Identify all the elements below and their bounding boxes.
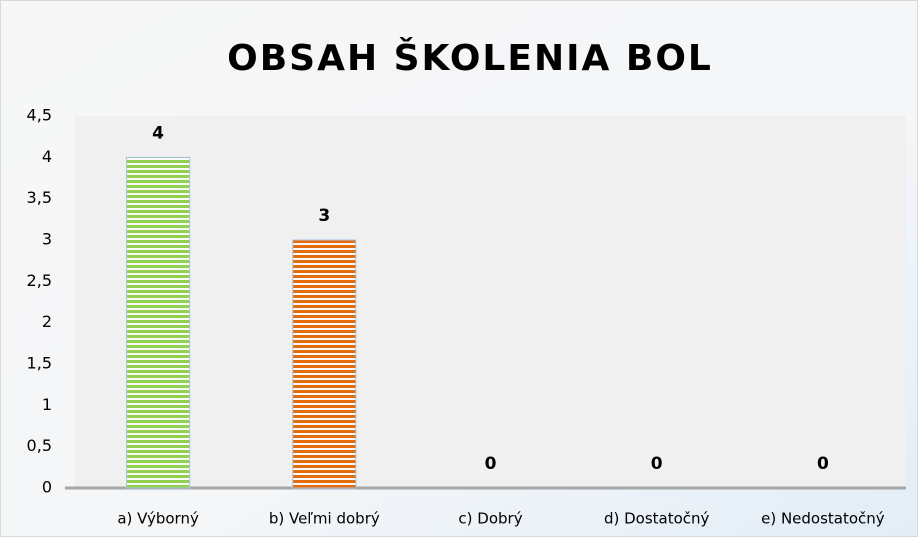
y-tick-label: 1 — [42, 395, 52, 414]
x-tick-label: a) Výborný — [117, 510, 199, 528]
plot-area — [75, 116, 906, 488]
y-tick-label: 2,5 — [27, 271, 52, 290]
y-tick-label: 4,5 — [27, 106, 52, 125]
y-tick-label: 3,5 — [27, 188, 52, 207]
value-label: 0 — [651, 454, 663, 474]
x-tick-label: d) Dostatočný — [604, 510, 710, 528]
chart-title: OBSAH ŠKOLENIA BOL — [227, 37, 713, 79]
y-tick-label: 3 — [42, 230, 52, 249]
x-tick-label: c) Dobrý — [458, 510, 522, 528]
value-label: 4 — [152, 123, 164, 143]
y-tick-label: 4 — [42, 147, 52, 166]
y-tick-label: 0,5 — [27, 436, 52, 455]
value-label: 0 — [485, 454, 497, 474]
x-tick-label: b) Veľmi dobrý — [269, 510, 380, 528]
value-label: 0 — [817, 454, 829, 474]
x-tick-label: e) Nedostatočný — [761, 510, 885, 528]
bar — [292, 239, 357, 489]
y-tick-label: 2 — [42, 312, 52, 331]
y-tick-label: 0 — [42, 478, 52, 497]
value-label: 3 — [318, 206, 330, 226]
y-tick-label: 1,5 — [27, 354, 52, 373]
bar — [126, 156, 191, 489]
